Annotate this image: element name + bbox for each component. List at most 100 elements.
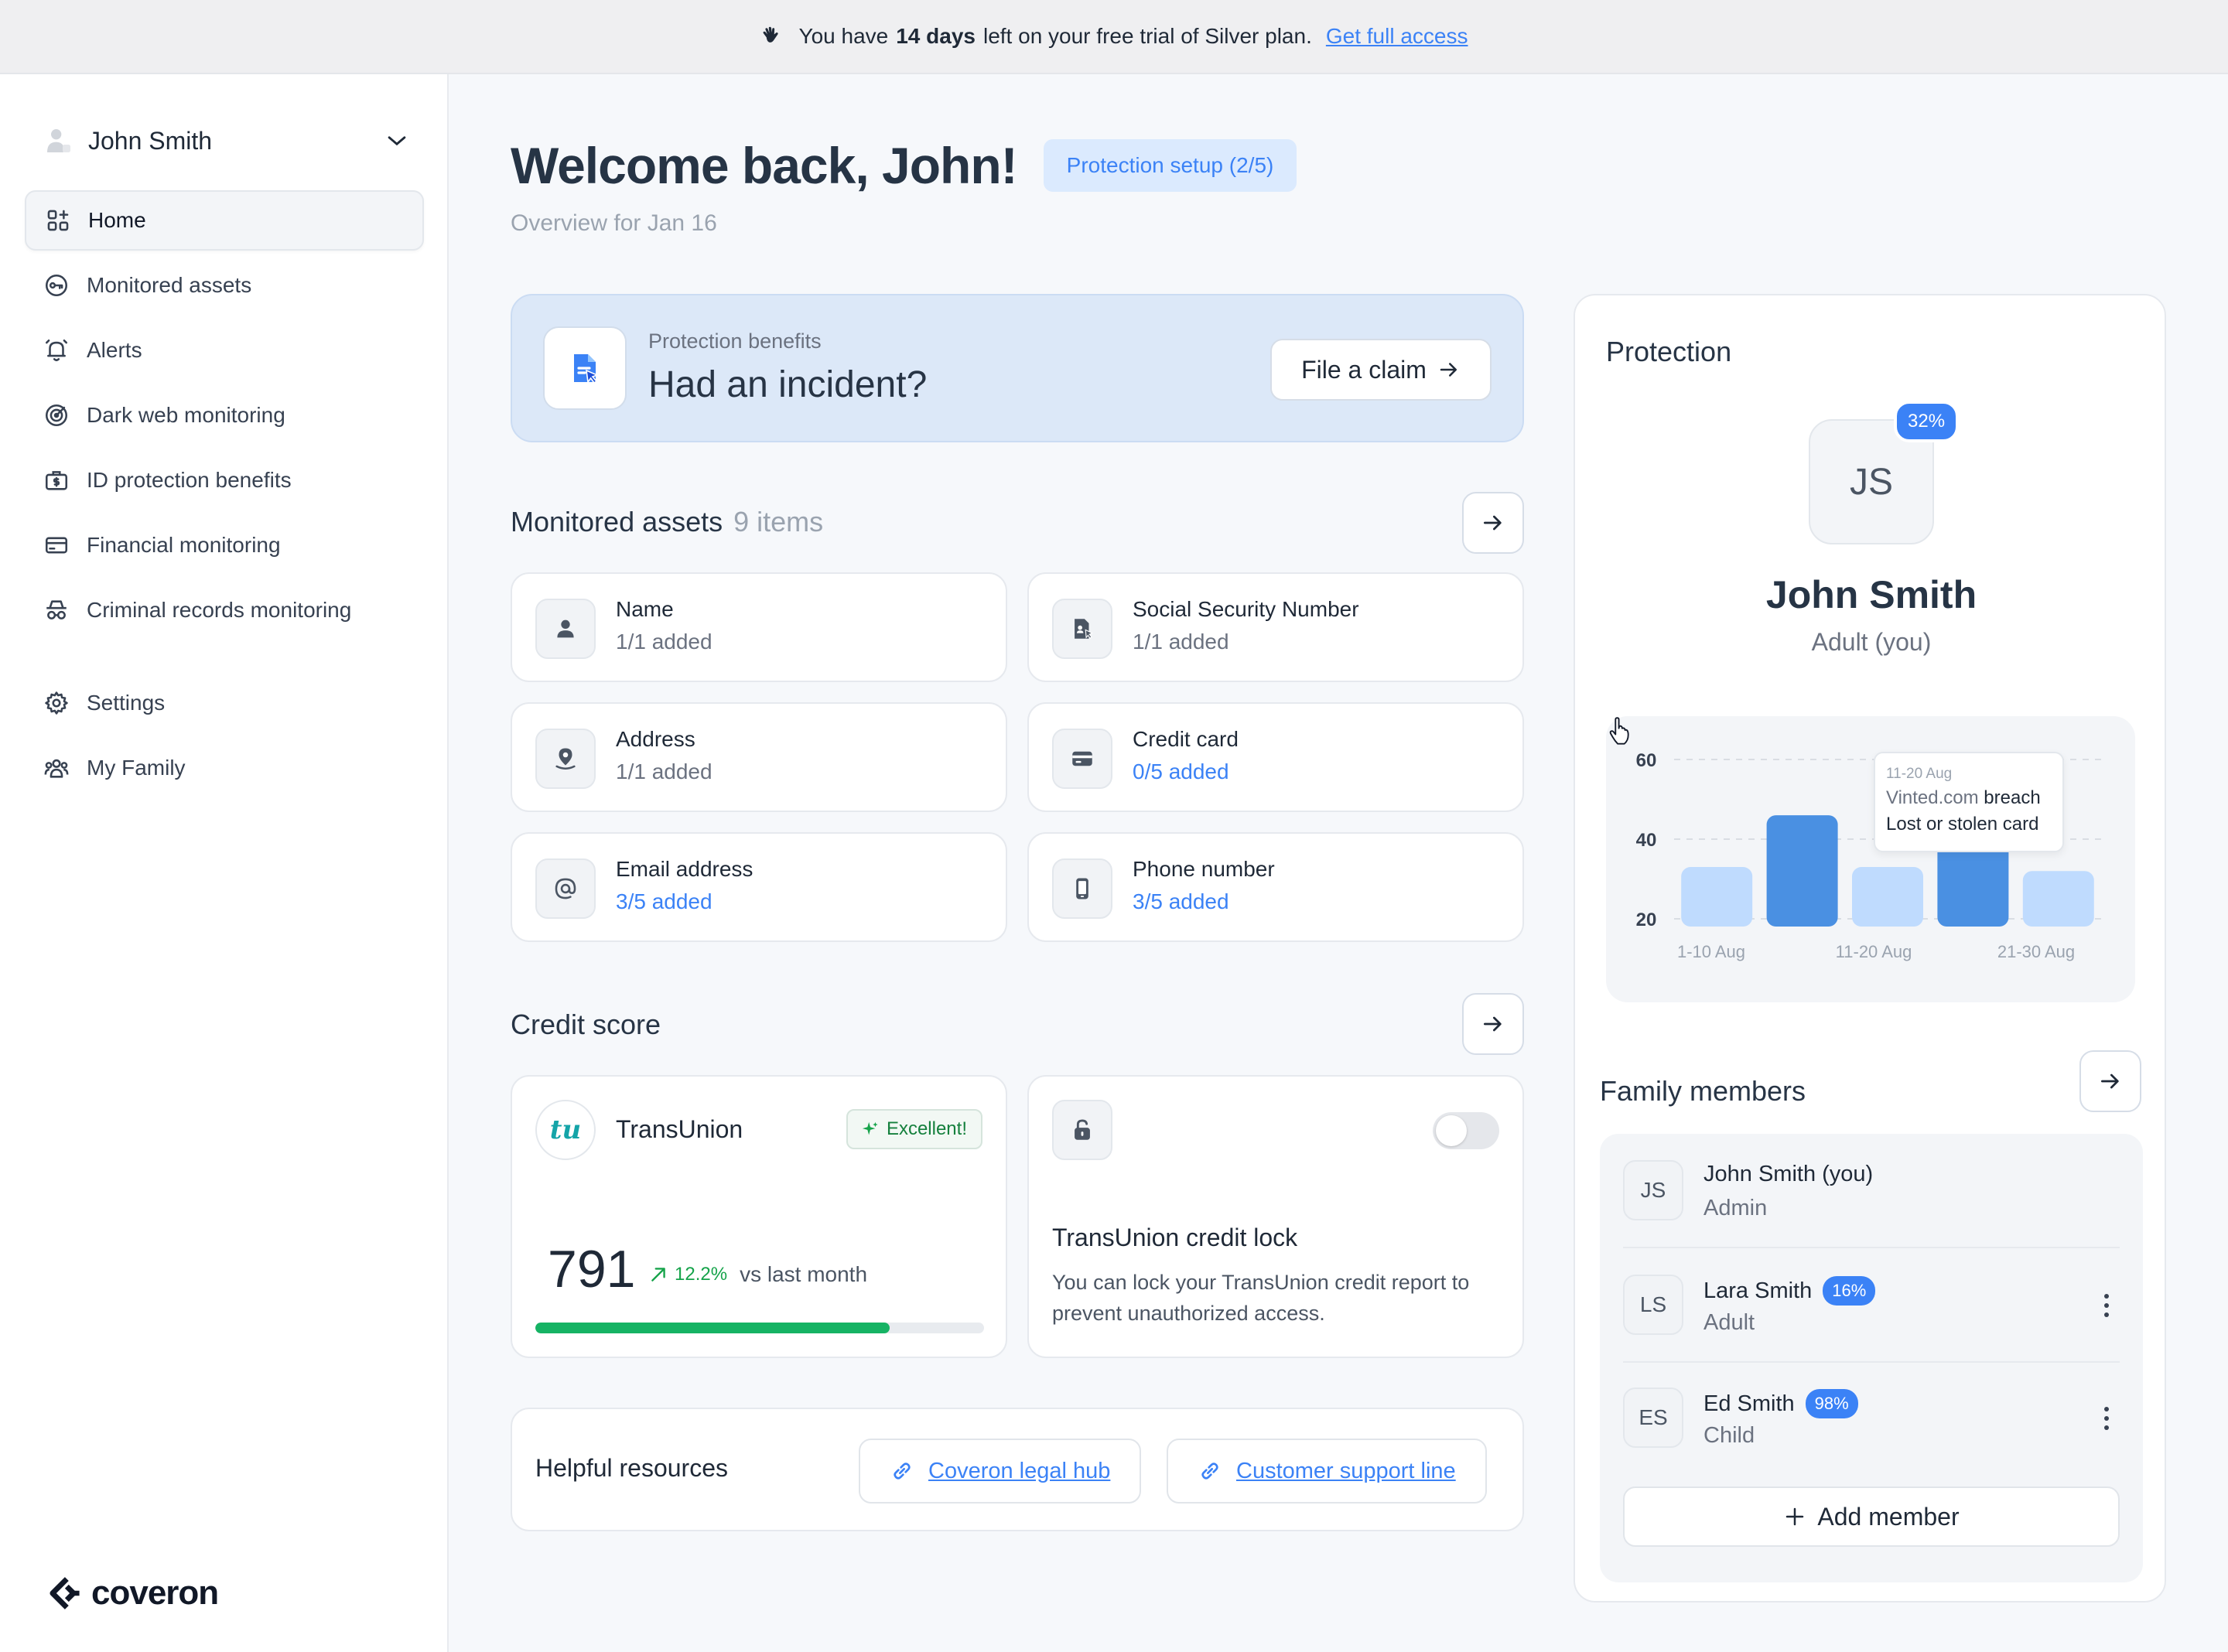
sidebar-item-monitored-assets[interactable]: Monitored assets [25, 255, 424, 316]
score-delta-value: 12.2% [675, 1264, 728, 1285]
helpful-resources: Helpful resources Coveron legal hub Cust… [511, 1408, 1524, 1531]
score-progress-track [535, 1323, 984, 1333]
asset-card-address[interactable]: Address 1/1 added [511, 702, 1007, 812]
link-icon [1201, 1463, 1218, 1480]
protection-panel: Protection JS 32% John Smith Adult (you)… [1574, 294, 2166, 1603]
get-full-access-link[interactable]: Get full access [1325, 24, 1468, 48]
family-member-row[interactable]: JS John Smith (you) Admin [1623, 1134, 2120, 1247]
sidebar-item-my-family[interactable]: My Family [25, 738, 424, 798]
tooltip-site: Vinted.com [1886, 787, 1979, 808]
asset-card-credit-card[interactable]: Credit card 0/5 added [1027, 702, 1524, 812]
legal-hub-link[interactable]: Coveron legal hub [859, 1439, 1142, 1504]
family-icon [44, 759, 69, 778]
sidebar-item-label: Monitored assets [87, 273, 252, 297]
kebab-menu-icon[interactable] [2101, 1405, 2112, 1432]
file-claim-label: File a claim [1301, 355, 1427, 384]
incident-heading: Had an incident? [648, 364, 928, 405]
sidebar-item-financial-monitoring[interactable]: Financial monitoring [25, 515, 424, 575]
bureau-name: TransUnion [616, 1115, 743, 1143]
rating-label: Excellent! [886, 1118, 967, 1139]
credit-card-icon [1072, 751, 1092, 766]
asset-status: 3/5 added [616, 889, 712, 913]
chart-x-tick-label: 11-20 Aug [1836, 942, 1912, 961]
chart-y-tick-label: 40 [1636, 830, 1657, 851]
page-title: Welcome back, John! [511, 137, 1018, 194]
profile-role: Adult (you) [1811, 628, 1932, 656]
tooltip-date: 11-20 Aug [1886, 766, 1953, 782]
protection-percent-badge: 32% [1894, 401, 1960, 442]
kebab-menu-icon[interactable] [2101, 1292, 2112, 1319]
credit-lock-title: TransUnion credit lock [1052, 1224, 1298, 1251]
score-progress-fill [535, 1323, 890, 1333]
asset-status: 1/1 added [616, 630, 712, 654]
tooltip-line-2: Lost or stolen card [1886, 814, 2039, 835]
chart-x-tick-label: 1-10 Aug [1677, 942, 1745, 961]
key-icon [45, 274, 68, 297]
banner-text-after: left on your free trial of Silver plan. [982, 24, 1312, 48]
credit-lock-toggle[interactable] [1433, 1112, 1499, 1149]
asset-card-phone[interactable]: Phone number 3/5 added [1027, 832, 1524, 942]
person-icon [557, 620, 574, 638]
monitored-assets-arrow-button[interactable] [1462, 492, 1524, 554]
sidebar-item-dark-web-monitoring[interactable]: Dark web monitoring [25, 385, 424, 445]
file-claim-button[interactable]: File a claim [1270, 339, 1492, 401]
arrow-right-icon [1440, 363, 1457, 377]
transunion-logo-mark: tu [549, 1114, 582, 1145]
family-member-row[interactable]: ES Ed Smith 98% Child [1623, 1361, 2120, 1474]
score-delta: 12.2% vs last month [648, 1262, 867, 1287]
sidebar-item-home[interactable]: Home [25, 190, 424, 251]
sidebar-item-label: Alerts [87, 338, 142, 362]
page-header: Welcome back, John! Protection setup (2/… [511, 136, 1297, 195]
protection-setup-badge[interactable]: Protection setup (2/5) [1043, 139, 1297, 192]
asset-status: 0/5 added [1133, 759, 1229, 783]
member-avatar: ES [1623, 1387, 1683, 1448]
account-switcher[interactable]: John Smith [43, 118, 410, 164]
add-member-label: Add member [1817, 1502, 1960, 1531]
member-role: Admin [1703, 1196, 1768, 1220]
asset-status: 1/1 added [1133, 630, 1229, 654]
sidebar-item-label: Settings [87, 691, 166, 715]
asset-card-name[interactable]: Name 1/1 added [511, 572, 1007, 682]
sidebar-item-alerts[interactable]: Alerts [25, 320, 424, 381]
arrow-right-icon [2101, 1073, 2119, 1089]
chart-bar [1681, 867, 1753, 927]
chart-x-tick-label: 21-30 Aug [1997, 942, 2075, 961]
sidebar-item-label: My Family [87, 756, 186, 780]
bell-icon [45, 339, 68, 362]
asset-name: Credit card [1133, 727, 1239, 751]
profile-name: John Smith [1765, 573, 1977, 616]
credit-score-arrow-button[interactable] [1462, 993, 1524, 1055]
asset-card-ssn[interactable]: Social Security Number 1/1 added [1027, 572, 1524, 682]
family-members-title: Family members [1600, 1075, 1806, 1107]
credit-lock-description: You can lock your TransUnion credit repo… [1052, 1271, 1470, 1325]
arrow-right-icon [1484, 1016, 1502, 1032]
member-name: John Smith (you) [1703, 1162, 1874, 1186]
coveron-logo-text: coveron [91, 1574, 219, 1612]
member-protection-badge: 98% [1805, 1389, 1858, 1418]
sidebar-nav: Home Monitored assets Alerts Dark web mo… [25, 190, 424, 803]
monitored-assets-header: Monitored assets 9 items [511, 506, 823, 538]
home-grid-icon [47, 210, 69, 231]
ssn-document-icon [1075, 619, 1094, 639]
asset-status: 1/1 added [616, 759, 712, 783]
member-role: Adult [1703, 1310, 1755, 1335]
transunion-score-card[interactable]: tu TransUnion Excellent! 791 12.2% vs la… [511, 1075, 1007, 1358]
asset-name: Name [616, 597, 674, 621]
chart-bar [2022, 871, 2094, 927]
sidebar-item-settings[interactable]: Settings [25, 673, 424, 733]
asset-card-email[interactable]: Email address 3/5 added [511, 832, 1007, 942]
sidebar-item-id-protection-benefits[interactable]: ID protection benefits [25, 450, 424, 510]
sidebar-item-criminal-records-monitoring[interactable]: Criminal records monitoring [25, 580, 424, 640]
add-member-button[interactable]: Add member [1623, 1486, 2120, 1547]
customer-support-link[interactable]: Customer support line [1167, 1439, 1487, 1504]
chart-y-tick-label: 20 [1636, 910, 1657, 930]
asset-name: Phone number [1133, 857, 1275, 881]
radar-icon [45, 404, 68, 427]
family-member-row[interactable]: LS Lara Smith 16% Adult [1623, 1248, 2120, 1361]
file-cursor-icon [574, 354, 600, 384]
protection-chart-svg: 60 40 20 1-10 Aug 11-20 Aug 21-30 Aug [1636, 750, 2101, 961]
asset-name: Address [616, 727, 695, 751]
family-members-arrow-button[interactable] [2079, 1050, 2141, 1112]
protection-chart: 60 40 20 1-10 Aug 11-20 Aug 21-30 Aug 11-20 A… [1606, 716, 2135, 1002]
sparkle-icon [862, 1121, 878, 1135]
